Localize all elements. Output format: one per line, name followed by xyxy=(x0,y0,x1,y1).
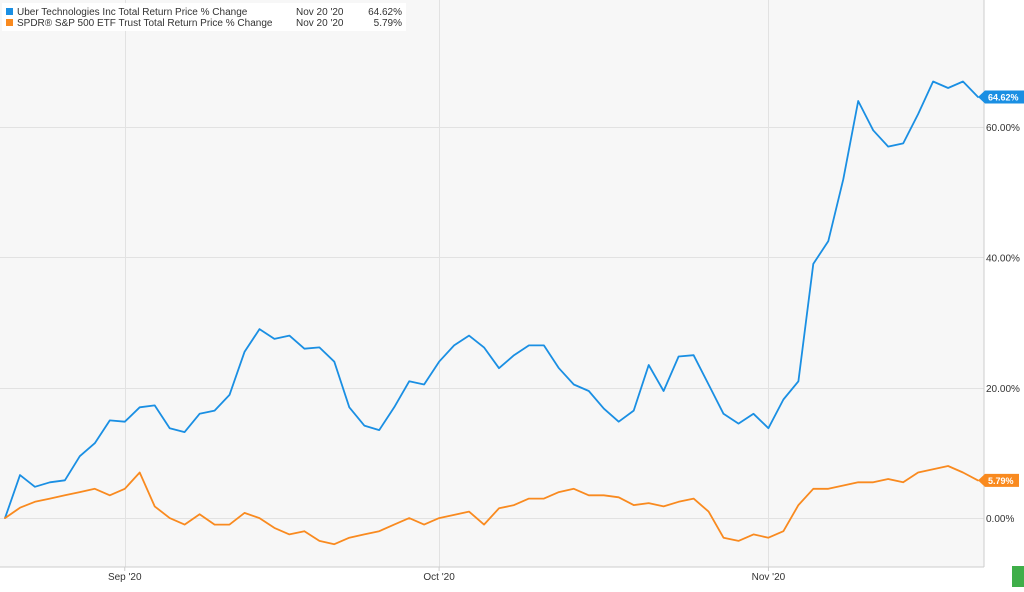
legend-value-uber: 64.62% xyxy=(368,7,402,18)
legend-value-spy: 5.79% xyxy=(374,18,402,29)
end-labels: 64.62% 5.79% xyxy=(978,90,1024,487)
y-tick-label: 0.00% xyxy=(986,514,1014,525)
end-label-text: 64.62% xyxy=(988,92,1019,102)
x-tick-label: Nov '20 xyxy=(752,572,786,583)
y-tick-label: 20.00% xyxy=(986,384,1020,395)
y-tick-label: 40.00% xyxy=(986,253,1020,264)
plot-background xyxy=(0,0,984,567)
end-label-text: 5.79% xyxy=(988,476,1014,486)
legend-label-uber: Uber Technologies Inc Total Return Price… xyxy=(17,7,248,18)
series-lines xyxy=(4,80,979,546)
series-line-uber xyxy=(4,80,979,519)
x-tick-label: Sep '20 xyxy=(108,572,142,583)
x-tick-label: Oct '20 xyxy=(423,572,455,583)
legend: Uber Technologies Inc Total Return Price… xyxy=(2,3,406,31)
legend-date-spy: Nov 20 '20 xyxy=(296,18,344,29)
grid-lines xyxy=(0,0,984,567)
legend-swatch-uber xyxy=(6,8,13,15)
legend-swatch-spy xyxy=(6,19,13,26)
series-line-spy xyxy=(4,465,979,546)
legend-date-uber: Nov 20 '20 xyxy=(296,7,344,18)
end-label-background xyxy=(978,473,1019,487)
y-tick-label: 60.00% xyxy=(986,123,1020,134)
x-axis-ticks: Sep '20 Oct '20 Nov '20 xyxy=(108,567,786,583)
end-label-spy: 5.79% xyxy=(978,473,1019,487)
end-label-background xyxy=(978,90,1024,104)
legend-label-spy: SPDR® S&P 500 ETF Trust Total Return Pri… xyxy=(17,18,273,29)
corner-indicator xyxy=(1012,566,1024,587)
legend-background xyxy=(2,3,406,31)
y-axis-ticks: 0.00% 20.00% 40.00% 60.00% xyxy=(986,123,1020,525)
end-label-uber: 64.62% xyxy=(978,90,1024,104)
